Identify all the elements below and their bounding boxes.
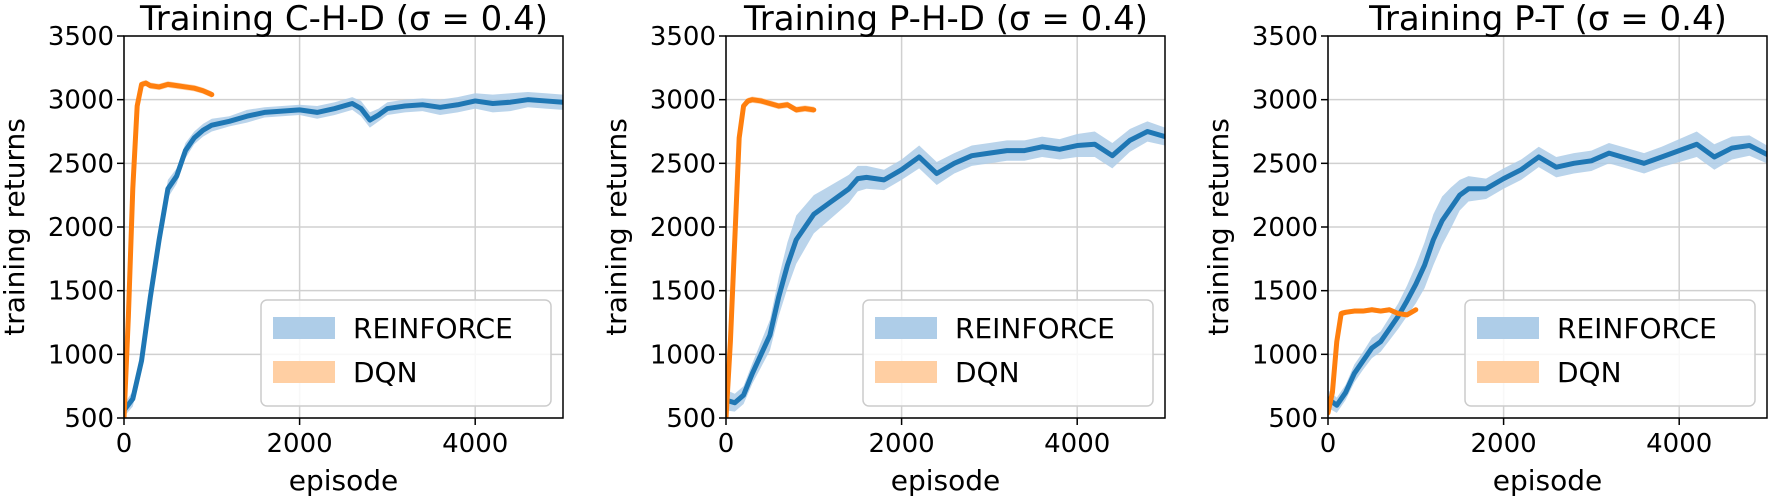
legend-label-dqn: DQN: [1557, 356, 1622, 389]
x-axis-label: episode: [289, 464, 399, 497]
legend-label-reinforce: REINFORCE: [353, 312, 513, 345]
series-band-reinforce: [726, 121, 1165, 412]
legend: REINFORCE DQN: [862, 299, 1154, 407]
plot-area: [124, 79, 563, 418]
series-line-reinforce: [726, 129, 1165, 406]
y-tick-label: 2500: [1252, 149, 1318, 179]
chart-title: Training P-H-D (σ = 0.4): [743, 0, 1148, 39]
y-tick-label: 500: [666, 404, 716, 434]
y-tick-label: 1500: [1252, 277, 1318, 307]
y-tick-label: 3500: [48, 22, 114, 52]
y-tick-label: 1000: [1252, 340, 1318, 370]
y-tick-label: 1500: [48, 277, 114, 307]
x-axis-label: episode: [891, 464, 1001, 497]
x-tick-label: 2000: [869, 429, 935, 459]
y-axis-label: training returns: [0, 118, 31, 336]
x-tick-label: 0: [116, 429, 133, 459]
legend-label-dqn: DQN: [955, 356, 1020, 389]
chart-title: Training P-T (σ = 0.4): [1368, 0, 1727, 39]
y-tick-label: 1000: [48, 340, 114, 370]
legend-swatch-reinforce: [273, 317, 335, 339]
legend-swatch-reinforce: [1477, 317, 1539, 339]
legend-swatch-reinforce: [875, 317, 937, 339]
legend-swatch-dqn: [1477, 361, 1539, 383]
legend: REINFORCE DQN: [260, 299, 552, 407]
x-tick-label: 2000: [267, 429, 333, 459]
x-tick-label: 4000: [1646, 429, 1712, 459]
legend-swatch-dqn: [273, 361, 335, 383]
series-line-dqn: [1328, 307, 1419, 416]
legend-label-reinforce: REINFORCE: [1557, 312, 1717, 345]
y-tick-label: 2000: [1252, 213, 1318, 243]
y-tick-label: 2000: [650, 213, 716, 243]
series-band-reinforce: [1328, 131, 1767, 413]
chart-title: Training C-H-D (σ = 0.4): [139, 0, 548, 39]
chart-panel-1: 0 2000 4000 500 1000 1500 2000 2500 3000 3500 Trai…: [0, 0, 564, 497]
legend-label-dqn: DQN: [353, 356, 418, 389]
y-tick-label: 2500: [48, 149, 114, 179]
y-axis-label: training returns: [1202, 118, 1235, 336]
x-axis-label: episode: [1493, 464, 1603, 497]
y-tick-label: 500: [1268, 404, 1318, 434]
series-line-dqn: [124, 80, 215, 418]
y-tick-label: 3500: [650, 22, 716, 52]
y-tick-label: 3500: [1252, 22, 1318, 52]
y-tick-label: 3000: [1252, 86, 1318, 116]
y-tick-label: 1500: [650, 277, 716, 307]
series-line-dqn: [726, 97, 817, 418]
y-tick-label: 3000: [48, 86, 114, 116]
y-axis-label: training returns: [600, 118, 633, 336]
x-tick-label: 4000: [442, 429, 508, 459]
y-tick-label: 2500: [650, 149, 716, 179]
chart-panel-3: 0 2000 4000 500 1000 1500 2000 2500 3000 3500 Trai…: [1202, 0, 1768, 497]
chart-panel-2: 0 2000 4000 500 1000 1500 2000 2500 3000 3500 Trai…: [600, 0, 1166, 497]
legend-swatch-dqn: [875, 361, 937, 383]
x-tick-label: 4000: [1044, 429, 1110, 459]
y-tick-label: 1000: [650, 340, 716, 370]
y-tick-label: 500: [64, 404, 114, 434]
x-tick-label: 2000: [1471, 429, 1537, 459]
series-line-reinforce: [1328, 141, 1767, 408]
x-tick-label: 0: [1320, 429, 1337, 459]
y-tick-label: 2000: [48, 213, 114, 243]
series-line-reinforce: [124, 97, 563, 413]
y-tick-label: 3000: [650, 86, 716, 116]
legend-label-reinforce: REINFORCE: [955, 312, 1115, 345]
plot-area: [1328, 131, 1767, 416]
plot-area: [726, 96, 1165, 418]
x-tick-label: 0: [718, 429, 735, 459]
legend: REINFORCE DQN: [1464, 299, 1756, 407]
